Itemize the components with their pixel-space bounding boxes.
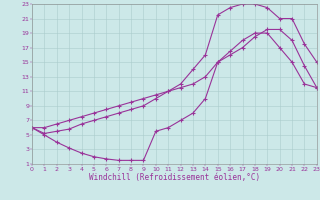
- X-axis label: Windchill (Refroidissement éolien,°C): Windchill (Refroidissement éolien,°C): [89, 173, 260, 182]
